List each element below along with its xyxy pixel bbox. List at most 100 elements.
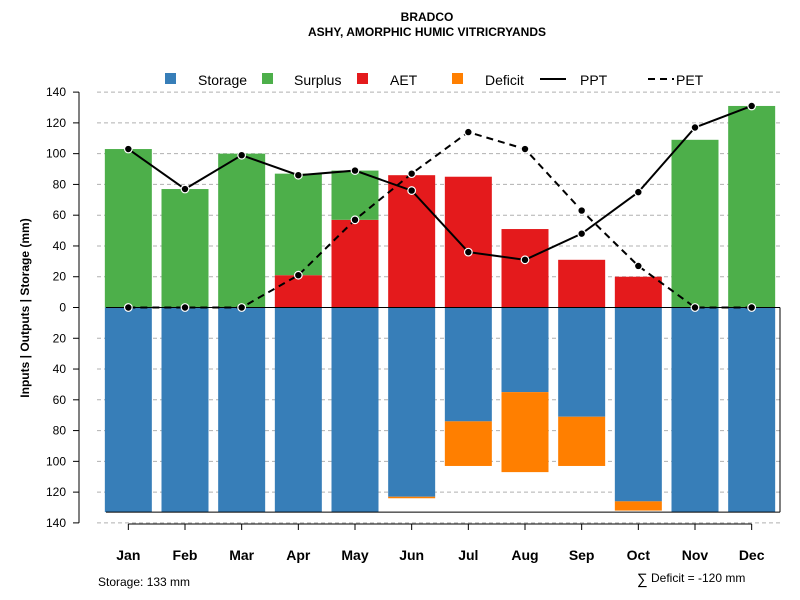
x-tick-label: Sep <box>569 547 595 563</box>
bar-aet <box>444 176 492 308</box>
bar-aet <box>501 229 549 308</box>
bar-deficit <box>444 421 492 466</box>
bar-surplus <box>104 149 152 308</box>
point-pet <box>690 303 700 312</box>
legend-swatch <box>165 73 176 84</box>
y-tick-label: 100 <box>46 147 66 161</box>
point-pet <box>237 303 247 312</box>
x-tick-label: Oct <box>627 547 651 563</box>
legend-label: Storage <box>198 72 247 88</box>
bar-storage <box>614 307 662 502</box>
point-ppt <box>747 101 757 111</box>
point-pet <box>747 303 757 312</box>
y-tick-label: 80 <box>53 177 67 191</box>
storage-note: Storage: 133 mm <box>98 575 190 589</box>
x-tick-label: Apr <box>286 547 311 563</box>
legend-label: Deficit <box>485 72 524 88</box>
chart-title: BRADCO <box>401 10 454 24</box>
y-tick-label: 100 <box>46 454 66 468</box>
x-tick-label: Mar <box>229 547 254 563</box>
y-tick-label: 140 <box>46 85 66 99</box>
x-tick-label: Jun <box>399 547 424 563</box>
bar-layer <box>104 105 781 513</box>
y-tick-label: 20 <box>53 270 67 284</box>
point-ppt <box>180 184 190 194</box>
y-tick-label: 80 <box>53 424 67 438</box>
legend-layer: Storage Surplus AET Deficit PPT PET <box>165 72 704 88</box>
bar-storage <box>501 307 549 393</box>
bar-storage <box>558 307 606 417</box>
y-tick-label: 60 <box>53 208 67 222</box>
point-ppt <box>123 144 133 154</box>
grid-layer <box>97 91 780 524</box>
bar-deficit <box>614 501 662 511</box>
point-pet <box>123 303 133 312</box>
point-ppt <box>237 150 247 160</box>
x-tick-label: Aug <box>511 547 538 563</box>
point-pet <box>293 270 303 280</box>
point-pet <box>407 169 417 179</box>
legend-label: PET <box>676 72 704 88</box>
bar-storage <box>104 307 152 513</box>
bar-storage <box>388 307 436 497</box>
bar-surplus <box>274 173 322 276</box>
legend-swatch <box>357 73 368 84</box>
bar-storage <box>331 307 379 513</box>
y-tick-label: 0 <box>59 301 66 315</box>
point-ppt <box>293 170 303 180</box>
bar-surplus <box>728 105 776 308</box>
y-tick-label: 40 <box>53 362 67 376</box>
legend-label: AET <box>390 72 418 88</box>
y-tick-label: 120 <box>46 485 66 499</box>
line-ppt <box>127 105 753 261</box>
x-tick-label: May <box>341 547 368 563</box>
line-layer <box>123 101 757 312</box>
x-tick-label: Jul <box>458 547 478 563</box>
y-tick-label: 140 <box>46 516 66 530</box>
x-tick-label: Dec <box>739 547 765 563</box>
bar-storage <box>444 307 492 422</box>
legend-swatch <box>452 73 463 84</box>
x-tick-label: Nov <box>682 547 709 563</box>
point-pet <box>180 303 190 312</box>
point-pet <box>463 127 473 137</box>
point-ppt <box>350 166 360 175</box>
bar-surplus <box>218 153 266 308</box>
point-ppt <box>633 187 643 197</box>
deficit-note: Deficit = -120 mm <box>651 571 745 585</box>
point-pet <box>520 144 530 154</box>
point-ppt <box>463 247 473 257</box>
bar-deficit <box>388 496 436 499</box>
point-pet <box>577 206 587 215</box>
chart-subtitle: ASHY, AMORPHIC HUMIC VITRICRYANDS <box>308 25 546 39</box>
y-tick-label: 60 <box>53 393 67 407</box>
legend-label: Surplus <box>294 72 341 88</box>
x-tick-label: Jan <box>116 547 140 563</box>
bar-storage <box>671 307 719 513</box>
bar-storage <box>161 307 209 513</box>
bar-deficit <box>501 392 549 473</box>
bar-aet <box>274 275 322 308</box>
bar-aet <box>331 219 379 308</box>
bar-storage <box>728 307 776 513</box>
point-ppt <box>690 123 700 132</box>
bar-aet <box>388 175 436 308</box>
y-tick-label: 40 <box>53 239 67 253</box>
axis-layer: 140 120 100 80 60 40 20 0 20 40 60 80 100 120 140 Jan Fe… <box>46 85 765 563</box>
legend-swatch <box>262 73 273 84</box>
y-axis-label: Inputs | Outputs | Storage (mm) <box>18 218 32 397</box>
point-ppt <box>577 229 587 239</box>
bar-surplus <box>671 139 719 308</box>
sum-symbol: ∑ <box>637 571 648 588</box>
point-pet <box>633 261 643 271</box>
point-ppt <box>520 255 530 265</box>
bar-aet <box>614 276 662 308</box>
bar-storage <box>218 307 266 513</box>
x-tick-label: Feb <box>173 547 198 563</box>
y-tick-label: 20 <box>53 331 67 345</box>
bar-aet <box>558 259 606 308</box>
legend-label: PPT <box>580 72 608 88</box>
point-ppt <box>407 186 417 195</box>
